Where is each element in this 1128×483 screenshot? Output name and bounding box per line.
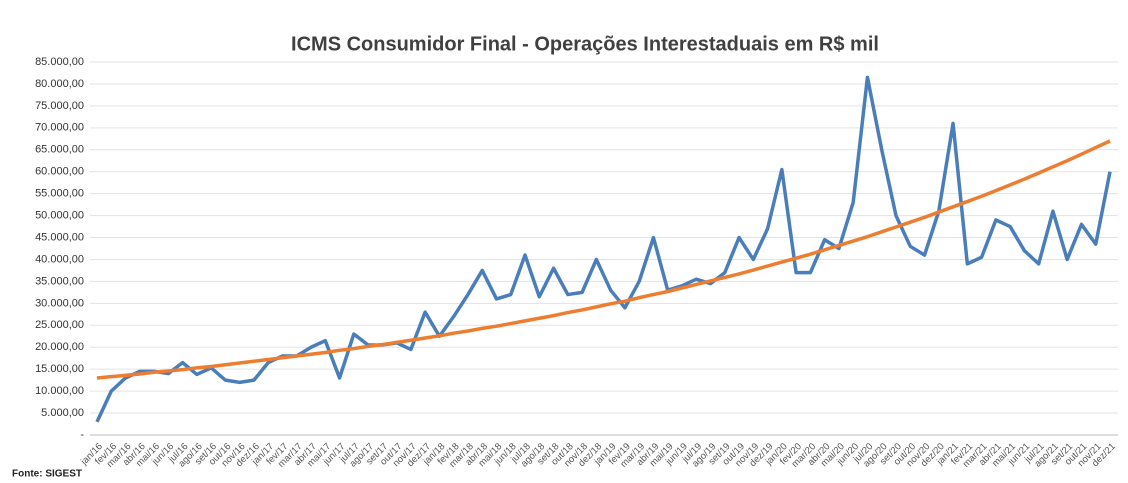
y-tick-label: 75.000,00 xyxy=(35,100,84,112)
y-tick-label: 30.000,00 xyxy=(35,297,84,309)
y-tick-label: 20.000,00 xyxy=(35,341,84,353)
y-tick-label: 10.000,00 xyxy=(35,385,84,397)
y-tick-label: 55.000,00 xyxy=(35,188,84,200)
data-line xyxy=(96,139,1111,380)
y-tick-label: 5.000,00 xyxy=(41,407,84,419)
y-tick-label: 15.000,00 xyxy=(35,363,84,375)
y-tick-label: 85.000,00 xyxy=(35,56,84,68)
y-tick-label: 40.000,00 xyxy=(35,253,84,265)
y-tick-label: 45.000,00 xyxy=(35,231,84,243)
y-tick-label: 25.000,00 xyxy=(35,319,84,331)
y-tick-label: 35.000,00 xyxy=(35,275,84,287)
y-tick-label: - xyxy=(80,429,84,441)
y-tick-label: 70.000,00 xyxy=(35,122,84,134)
chart-title: ICMS Consumidor Final - Operações Intere… xyxy=(291,33,879,55)
y-tick-label: 50.000,00 xyxy=(35,209,84,221)
y-tick-label: 65.000,00 xyxy=(35,144,84,156)
y-tick-label: 60.000,00 xyxy=(35,166,84,178)
data-line xyxy=(95,75,1112,423)
source: Fonte: SIGEST xyxy=(12,469,82,480)
y-tick-label: 80.000,00 xyxy=(35,78,84,90)
